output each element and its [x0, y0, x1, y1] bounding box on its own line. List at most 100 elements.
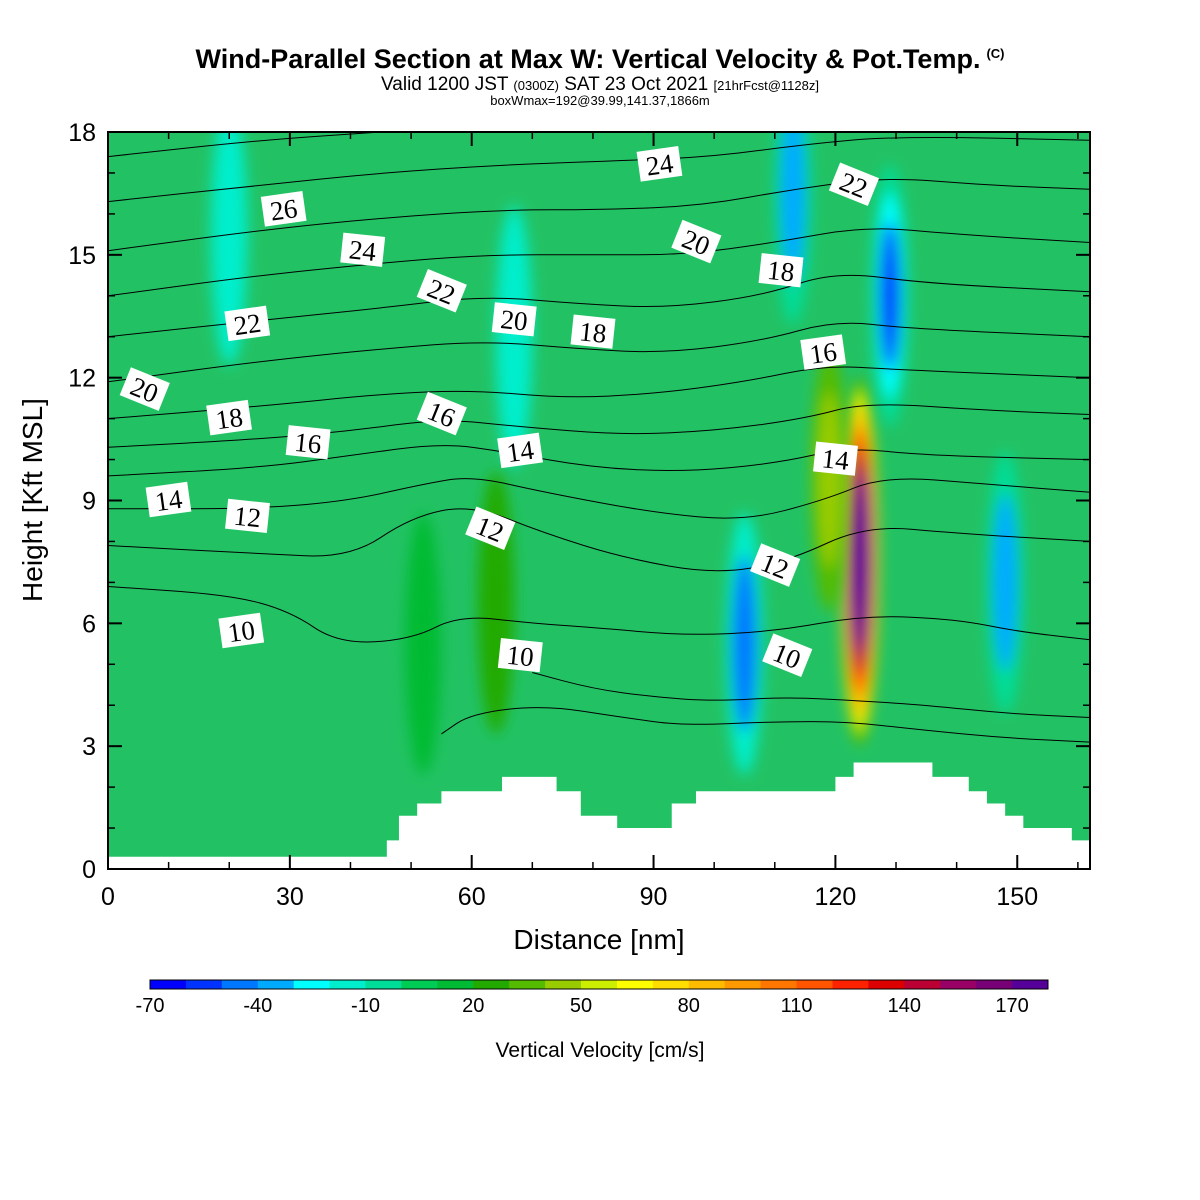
label-text: 14 [153, 484, 184, 518]
w-contour-band [879, 221, 901, 370]
label-box [800, 334, 847, 370]
box-wmax-line: boxWmax=192@39.99,141.37,1866m [490, 93, 710, 108]
theta-contour-label: 18 [206, 399, 252, 436]
theta-contour-line [441, 707, 1090, 743]
theta-contour-line [108, 132, 381, 158]
y-tick-label: 6 [82, 610, 96, 638]
theta-contour-label: 16 [285, 425, 331, 460]
colorbar-swatch [688, 980, 726, 989]
x-tick-label: 60 [458, 883, 486, 911]
colorbar-swatch [329, 980, 366, 989]
w-contour-band [732, 555, 757, 733]
colorbar-title: Vertical Velocity [cm/s] [496, 1039, 705, 1062]
w-core-downdraft [495, 205, 533, 468]
w-core-downdraft [211, 132, 248, 366]
colorbar-swatch [976, 980, 1013, 989]
theta-contour-label: 10 [762, 633, 813, 677]
colorbar-swatch [832, 980, 869, 989]
label-box [260, 191, 307, 227]
label-text: 24 [644, 148, 675, 182]
label-text: 20 [499, 304, 529, 337]
theta-contour-line [108, 586, 1090, 643]
theta-contour-label: 14 [497, 432, 543, 469]
label-box [636, 146, 683, 182]
colorbar-swatch [1012, 980, 1049, 989]
label-box [224, 305, 271, 342]
y-tick-label: 3 [82, 733, 96, 761]
w-core-downdraft [986, 451, 1024, 714]
theta-contour-label: 14 [145, 481, 192, 518]
colorbar-swatch [760, 980, 797, 989]
chart-title: Wind-Parallel Section at Max W: Vertical… [0, 44, 1200, 75]
label-text: 18 [766, 255, 796, 288]
y-axis-title: Height [Kft MSL] [17, 398, 48, 602]
w-contour-band [817, 391, 842, 569]
colorbar-swatch [293, 980, 331, 989]
valid-date: SAT 23 Oct 2021 [564, 74, 709, 95]
theta-contour-line [532, 672, 1090, 718]
label-box [416, 268, 467, 313]
x-tick-label: 0 [101, 883, 115, 911]
y-tick-label: 9 [82, 488, 96, 516]
colorbar-swatch [581, 980, 618, 989]
y-tick-label: 0 [82, 856, 96, 884]
label-text: 22 [232, 308, 263, 341]
colorbar-frame [149, 979, 1049, 990]
theta-contour-line [108, 322, 1090, 383]
valid-prefix: Valid 1200 JST [381, 74, 509, 95]
theta-contour-label: 10 [497, 637, 543, 673]
colorbar-swatch [796, 980, 833, 989]
label-text: 26 [268, 193, 299, 226]
label-text: 14 [820, 443, 850, 476]
colorbar-swatch [652, 980, 690, 989]
label-box [340, 232, 386, 267]
label-box [416, 391, 467, 436]
theta-contour-label: 20 [491, 302, 537, 337]
valid-time-line: Valid 1200 JST (0300Z) SAT 23 Oct 2021 [… [0, 74, 1200, 96]
colorbar-tick-label: 50 [570, 995, 592, 1017]
w-contour-band [780, 132, 806, 282]
label-box [491, 302, 537, 337]
colorbar-swatch [940, 980, 977, 989]
theta-contour-label: 18 [758, 253, 804, 288]
colorbar-swatch [904, 980, 941, 989]
x-axis: 0 30 60 90 120 150 [101, 132, 1079, 911]
colorbar-tick-label: 80 [678, 995, 700, 1017]
w-contour-band [495, 205, 533, 468]
x-tick-label: 30 [276, 883, 304, 911]
theta-contour-line [108, 178, 1090, 252]
theta-contour-line [108, 478, 1090, 519]
theta-contour-label: 24 [636, 146, 683, 182]
x-tick-label: 120 [815, 883, 857, 911]
theta-contour-line [108, 366, 1090, 420]
w-contour-band [851, 485, 868, 639]
label-text: 24 [348, 234, 378, 267]
label-box [750, 543, 801, 587]
theta-contour-label: 12 [225, 498, 270, 533]
w-contour-band [405, 512, 442, 775]
label-box [671, 219, 722, 264]
label-box [145, 481, 192, 518]
colorbar: -70 -40 -10 20 50 80 110 140 170 [136, 979, 1049, 1017]
colorbar-swatch [509, 980, 546, 989]
colorbar-swatch [617, 980, 654, 989]
theta-contour-label: 26 [260, 191, 307, 227]
w-contour-band [211, 132, 248, 366]
label-text: 10 [226, 615, 257, 648]
label-text: 14 [505, 435, 536, 469]
label-text: 18 [578, 316, 608, 349]
label-box [828, 162, 880, 207]
label-text: 18 [214, 402, 245, 435]
label-box [206, 399, 252, 436]
colorbar-swatch [257, 980, 295, 989]
y-tick-label: 18 [68, 119, 96, 147]
label-text: 10 [505, 640, 535, 673]
w-core-downdraft [726, 512, 763, 775]
colorbar-tick-label: 110 [781, 995, 813, 1017]
title-text: Wind-Parallel Section at Max W: Vertical… [195, 44, 981, 74]
field-background [108, 132, 1090, 869]
colorbar-tick-label: -40 [243, 995, 272, 1017]
x-tick-label: 90 [640, 883, 668, 911]
colorbar-swatch [185, 980, 223, 989]
